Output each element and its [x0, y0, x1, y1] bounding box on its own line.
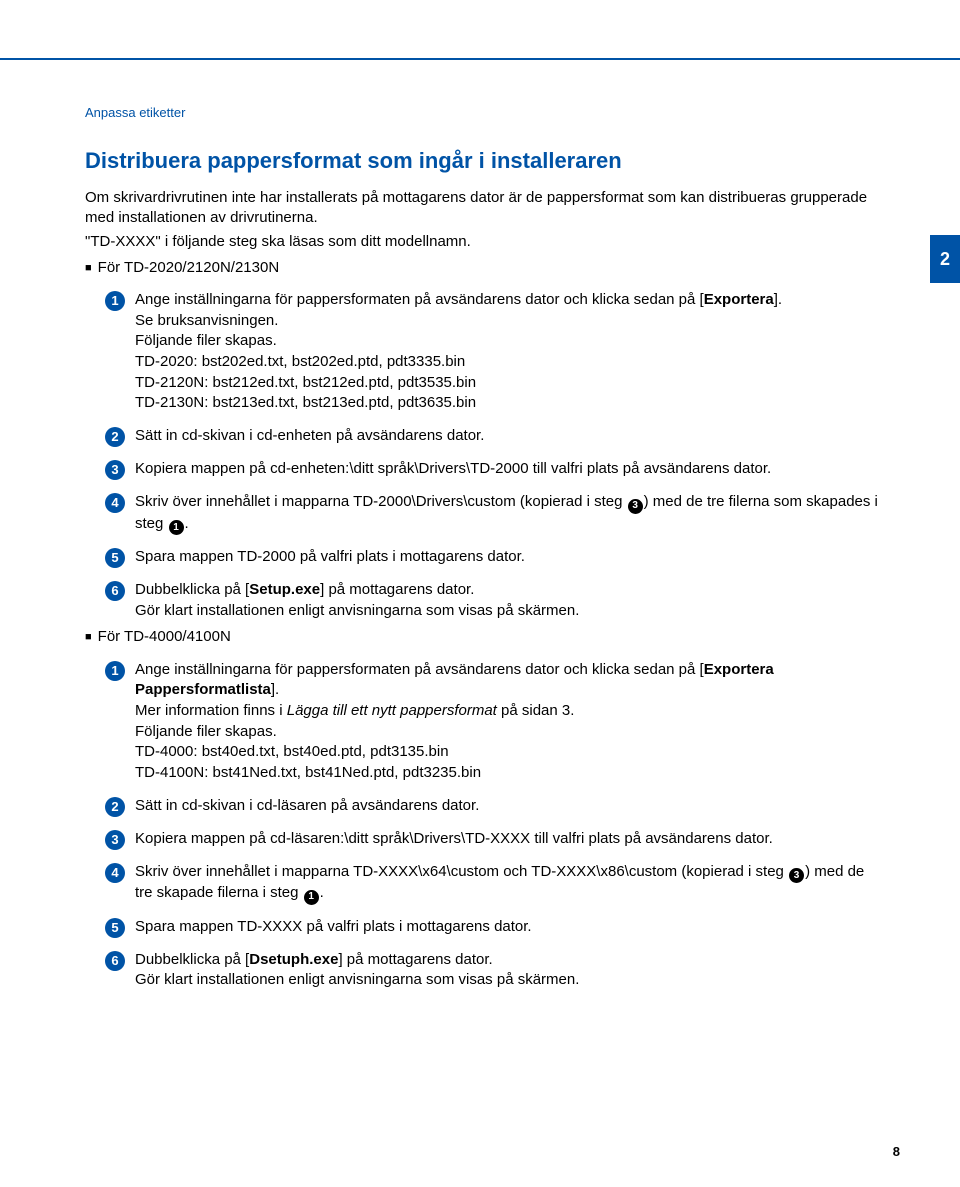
text: TD-2120N: bst212ed.txt, bst212ed.ptd, pd…: [135, 374, 476, 391]
step-a5: 5 Spara mappen TD-2000 på valfri plats i…: [105, 547, 885, 568]
section-a-steps: 1 Ange inställningarna för pappersformat…: [85, 290, 885, 621]
step-ref-icon: 3: [789, 868, 804, 883]
step-a1: 1 Ange inställningarna för pappersformat…: [105, 290, 885, 414]
intro-p2: "TD-XXXX" i följande steg ska läsas som …: [85, 232, 885, 252]
text: Mer information finns i: [135, 702, 287, 719]
text: TD-4100N: bst41Ned.txt, bst41Ned.ptd, pd…: [135, 764, 481, 781]
text: Ange inställningarna för pappersformaten…: [135, 291, 704, 308]
page-tab: 2: [930, 235, 960, 283]
top-rule: [0, 58, 960, 60]
text: Kopiera mappen på cd-läsaren:\ditt språk…: [135, 829, 885, 850]
text: .: [185, 515, 189, 532]
page-number: 8: [893, 1144, 900, 1159]
step-number-icon: 4: [105, 493, 125, 513]
step-a2: 2 Sätt in cd-skivan i cd-enheten på avsä…: [105, 426, 885, 447]
text: Sätt in cd-skivan i cd-läsaren på avsänd…: [135, 796, 885, 817]
section-a-title: För TD-2020/2120N/2130N: [85, 258, 885, 278]
text: TD-2020: bst202ed.txt, bst202ed.ptd, pdt…: [135, 353, 465, 370]
text-bold: Setup.exe: [249, 581, 320, 598]
step-number-icon: 6: [105, 951, 125, 971]
step-number-icon: 3: [105, 460, 125, 480]
text: Gör klart installationen enligt anvisnin…: [135, 602, 579, 619]
text: ].: [271, 681, 279, 698]
text: Dubbelklicka på [: [135, 581, 249, 598]
step-b1: 1 Ange inställningarna för pappersformat…: [105, 660, 885, 784]
step-b2: 2 Sätt in cd-skivan i cd-läsaren på avsä…: [105, 796, 885, 817]
text: Gör klart installationen enligt anvisnin…: [135, 971, 579, 988]
step-number-icon: 5: [105, 918, 125, 938]
step-b6: 6 Dubbelklicka på [Dsetuph.exe] på motta…: [105, 950, 885, 991]
text: Kopiera mappen på cd-enheten:\ditt språk…: [135, 459, 885, 480]
text-bold: Exportera: [704, 291, 774, 308]
step-number-icon: 6: [105, 581, 125, 601]
step-ref-icon: 3: [628, 499, 643, 514]
text: Skriv över innehållet i mapparna TD-2000…: [135, 493, 627, 510]
step-ref-icon: 1: [304, 890, 319, 905]
step-number-icon: 1: [105, 661, 125, 681]
step-number-icon: 5: [105, 548, 125, 568]
text: Ange inställningarna för pappersformaten…: [135, 661, 704, 678]
step-a3: 3 Kopiera mappen på cd-enheten:\ditt spr…: [105, 459, 885, 480]
text: Följande filer skapas.: [135, 723, 277, 740]
text: TD-4000: bst40ed.txt, bst40ed.ptd, pdt31…: [135, 743, 449, 760]
step-number-icon: 3: [105, 830, 125, 850]
text: på sidan 3.: [497, 702, 575, 719]
text: Spara mappen TD-XXXX på valfri plats i m…: [135, 917, 885, 938]
text: Se bruksanvisningen.: [135, 312, 278, 329]
step-b5: 5 Spara mappen TD-XXXX på valfri plats i…: [105, 917, 885, 938]
step-number-icon: 4: [105, 863, 125, 883]
section-b-steps: 1 Ange inställningarna för pappersformat…: [85, 660, 885, 991]
text-italic: Lägga till ett nytt pappersformat: [287, 702, 497, 719]
step-b3: 3 Kopiera mappen på cd-läsaren:\ditt spr…: [105, 829, 885, 850]
step-number-icon: 2: [105, 797, 125, 817]
text: ] på mottagarens dator.: [320, 581, 474, 598]
section-b-title: För TD-4000/4100N: [85, 627, 885, 647]
breadcrumb: Anpassa etiketter: [85, 105, 885, 120]
page-content: Anpassa etiketter Distribuera pappersfor…: [85, 105, 885, 991]
text-bold: Dsetuph.exe: [249, 951, 338, 968]
text: Följande filer skapas.: [135, 332, 277, 349]
page-title: Distribuera pappersformat som ingår i in…: [85, 148, 885, 174]
step-number-icon: 1: [105, 291, 125, 311]
text: ].: [774, 291, 782, 308]
text: ] på mottagarens dator.: [338, 951, 492, 968]
intro-p1: Om skrivardrivrutinen inte har installer…: [85, 188, 885, 229]
text: Skriv över innehållet i mapparna TD-XXXX…: [135, 863, 788, 880]
step-number-icon: 2: [105, 427, 125, 447]
step-b4: 4 Skriv över innehållet i mapparna TD-XX…: [105, 862, 885, 905]
step-ref-icon: 1: [169, 520, 184, 535]
text: Spara mappen TD-2000 på valfri plats i m…: [135, 547, 885, 568]
text: .: [320, 884, 324, 901]
text: Sätt in cd-skivan i cd-enheten på avsänd…: [135, 426, 885, 447]
step-a6: 6 Dubbelklicka på [Setup.exe] på mottaga…: [105, 580, 885, 621]
text: Dubbelklicka på [: [135, 951, 249, 968]
step-a4: 4 Skriv över innehållet i mapparna TD-20…: [105, 492, 885, 535]
text: TD-2130N: bst213ed.txt, bst213ed.ptd, pd…: [135, 394, 476, 411]
